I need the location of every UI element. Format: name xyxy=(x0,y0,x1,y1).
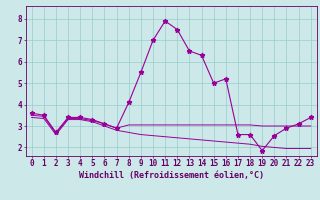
X-axis label: Windchill (Refroidissement éolien,°C): Windchill (Refroidissement éolien,°C) xyxy=(79,171,264,180)
